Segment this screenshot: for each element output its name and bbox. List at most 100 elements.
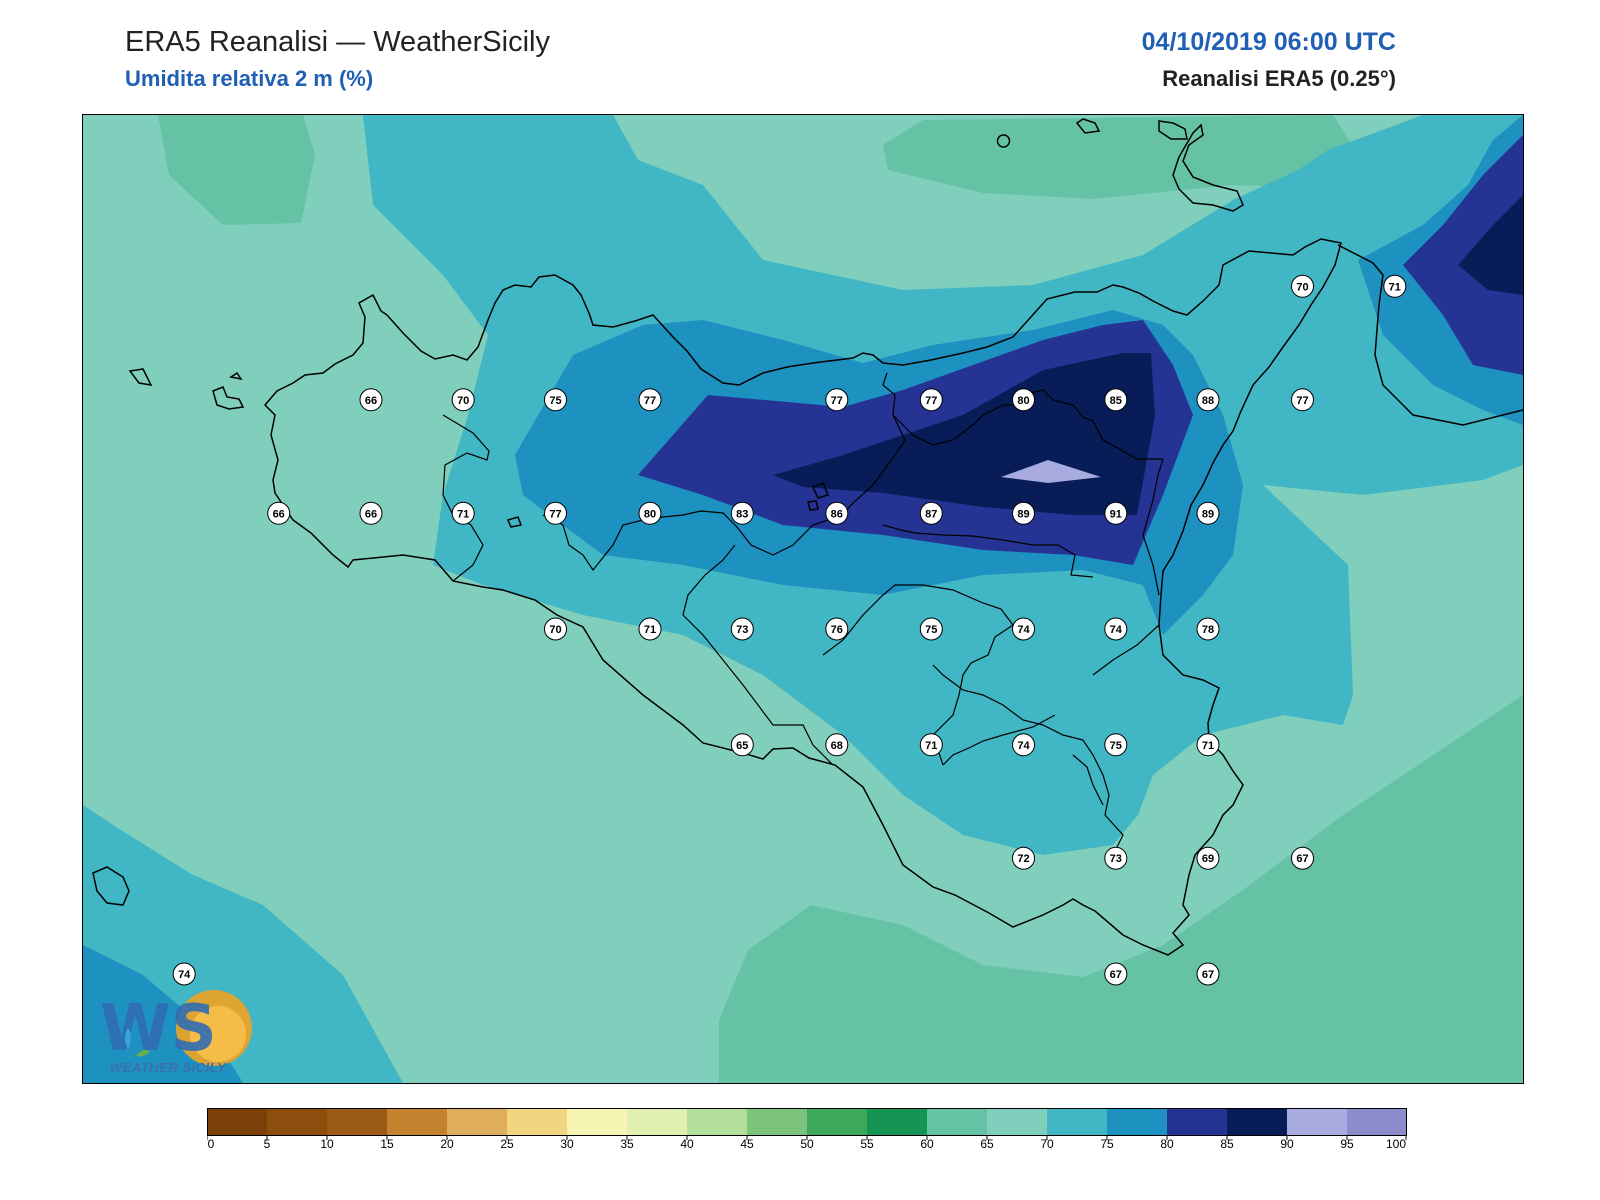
station-circle <box>1012 501 1035 525</box>
colorbar-tick-label: 75 <box>1100 1137 1114 1148</box>
station-marker: 71 <box>1383 274 1407 298</box>
colorbar-segment <box>387 1108 447 1136</box>
station-value: 77 <box>925 395 937 407</box>
colorbar-segment <box>627 1108 687 1136</box>
station-circle <box>359 501 383 525</box>
station-circle <box>730 501 754 525</box>
station-marker: 77 <box>1291 388 1314 412</box>
station-circle <box>1291 388 1314 412</box>
station-value: 88 <box>1202 395 1214 407</box>
station-value: 68 <box>831 740 843 752</box>
station-marker: 71 <box>638 617 662 641</box>
colorbar-tick-label: 90 <box>1280 1137 1294 1148</box>
band-60-65-northwest <box>158 115 315 225</box>
station-marker: 80 <box>638 501 662 525</box>
colorbar-tick-label: 85 <box>1220 1137 1234 1148</box>
valid-datetime: 04/10/2019 06:00 UTC <box>1141 28 1396 56</box>
station-circle <box>825 617 849 641</box>
colorbar-tick-label: 5 <box>264 1137 271 1148</box>
station-marker: 89 <box>1012 501 1035 525</box>
station-circle <box>1104 388 1128 412</box>
colorbar-segment <box>267 1108 327 1136</box>
station-value: 77 <box>1296 395 1308 407</box>
station-marker: 68 <box>825 733 849 757</box>
station-value: 71 <box>457 508 469 520</box>
colorbar-tick-label: 50 <box>800 1137 814 1148</box>
station-circle <box>451 501 475 525</box>
colorbar-segment <box>447 1108 507 1136</box>
station-marker: 83 <box>730 501 754 525</box>
station-marker: 67 <box>1291 846 1314 870</box>
station-value: 74 <box>178 969 191 981</box>
station-marker: 74 <box>1012 617 1035 641</box>
colorbar-segment <box>867 1108 927 1136</box>
station-circle <box>1104 733 1128 757</box>
station-marker: 66 <box>267 501 291 525</box>
station-circle <box>638 617 662 641</box>
colorbar-segment <box>1167 1108 1227 1136</box>
station-value: 71 <box>1389 281 1401 293</box>
colorbar-segment <box>687 1108 747 1136</box>
station-marker: 70 <box>1291 274 1314 298</box>
coastline <box>92 118 1523 956</box>
colorbar-tick-label: 95 <box>1340 1137 1354 1148</box>
colorbar-tick-label: 20 <box>440 1137 454 1148</box>
station-value: 86 <box>831 508 843 520</box>
station-circle <box>1196 846 1220 870</box>
station-circle <box>544 501 567 525</box>
station-marker: 77 <box>919 388 943 412</box>
station-circle <box>638 388 662 412</box>
colorbar-tick-label: 35 <box>620 1137 634 1148</box>
station-circle <box>1196 733 1220 757</box>
station-marker: 89 <box>1196 501 1220 525</box>
station-value: 87 <box>925 508 937 520</box>
station-value: 74 <box>1017 740 1030 752</box>
station-value: 66 <box>273 508 285 520</box>
colorbar-tick-label: 80 <box>1160 1137 1174 1148</box>
station-value: 70 <box>549 624 561 636</box>
station-marker: 77 <box>825 388 849 412</box>
station-circle <box>544 617 567 641</box>
station-circle <box>359 388 383 412</box>
station-circle <box>1104 617 1128 641</box>
colorbar-segment <box>807 1108 867 1136</box>
colorbar-segment <box>207 1108 267 1136</box>
station-circle <box>1196 617 1220 641</box>
station-marker: 71 <box>451 501 475 525</box>
station-value: 71 <box>925 740 937 752</box>
station-value: 75 <box>549 395 561 407</box>
station-marker: 86 <box>825 501 849 525</box>
station-circle <box>919 733 943 757</box>
station-circle <box>267 501 291 525</box>
station-circle <box>451 388 475 412</box>
station-circle <box>544 388 567 412</box>
colorbar-legend: 0 5 10 15 20 25 30 35 40 45 50 55 60 65 70 75 80 85 90 95 10… <box>206 1108 1407 1153</box>
station-circle <box>919 617 943 641</box>
station-marker: 66 <box>359 501 383 525</box>
station-marker: 66 <box>359 388 383 412</box>
station-value: 67 <box>1202 969 1214 981</box>
station-marker: 70 <box>544 617 567 641</box>
station-circle <box>919 388 943 412</box>
station-circle <box>1196 962 1220 986</box>
station-circle <box>1383 274 1407 298</box>
station-value: 66 <box>365 508 377 520</box>
station-marker: 78 <box>1196 617 1220 641</box>
station-value: 72 <box>1017 853 1029 865</box>
station-value: 75 <box>925 624 937 636</box>
logo-text: WEATHER SICILY <box>110 1060 227 1075</box>
station-marker: 73 <box>1104 846 1128 870</box>
station-marker: 75 <box>1104 733 1128 757</box>
colorbar-segment <box>327 1108 387 1136</box>
colorbar-tick-label: 15 <box>380 1137 394 1148</box>
station-value: 74 <box>1017 624 1030 636</box>
colorbar-tick-label: 65 <box>980 1137 994 1148</box>
station-marker: 77 <box>544 501 567 525</box>
colorbar-segment <box>927 1108 987 1136</box>
station-value: 91 <box>1110 508 1122 520</box>
colorbar-frame <box>207 1108 1407 1136</box>
station-value: 69 <box>1202 853 1214 865</box>
colorbar-tick-label: 10 <box>320 1137 334 1148</box>
colorbar-segment <box>567 1108 627 1136</box>
station-value: 65 <box>736 740 748 752</box>
